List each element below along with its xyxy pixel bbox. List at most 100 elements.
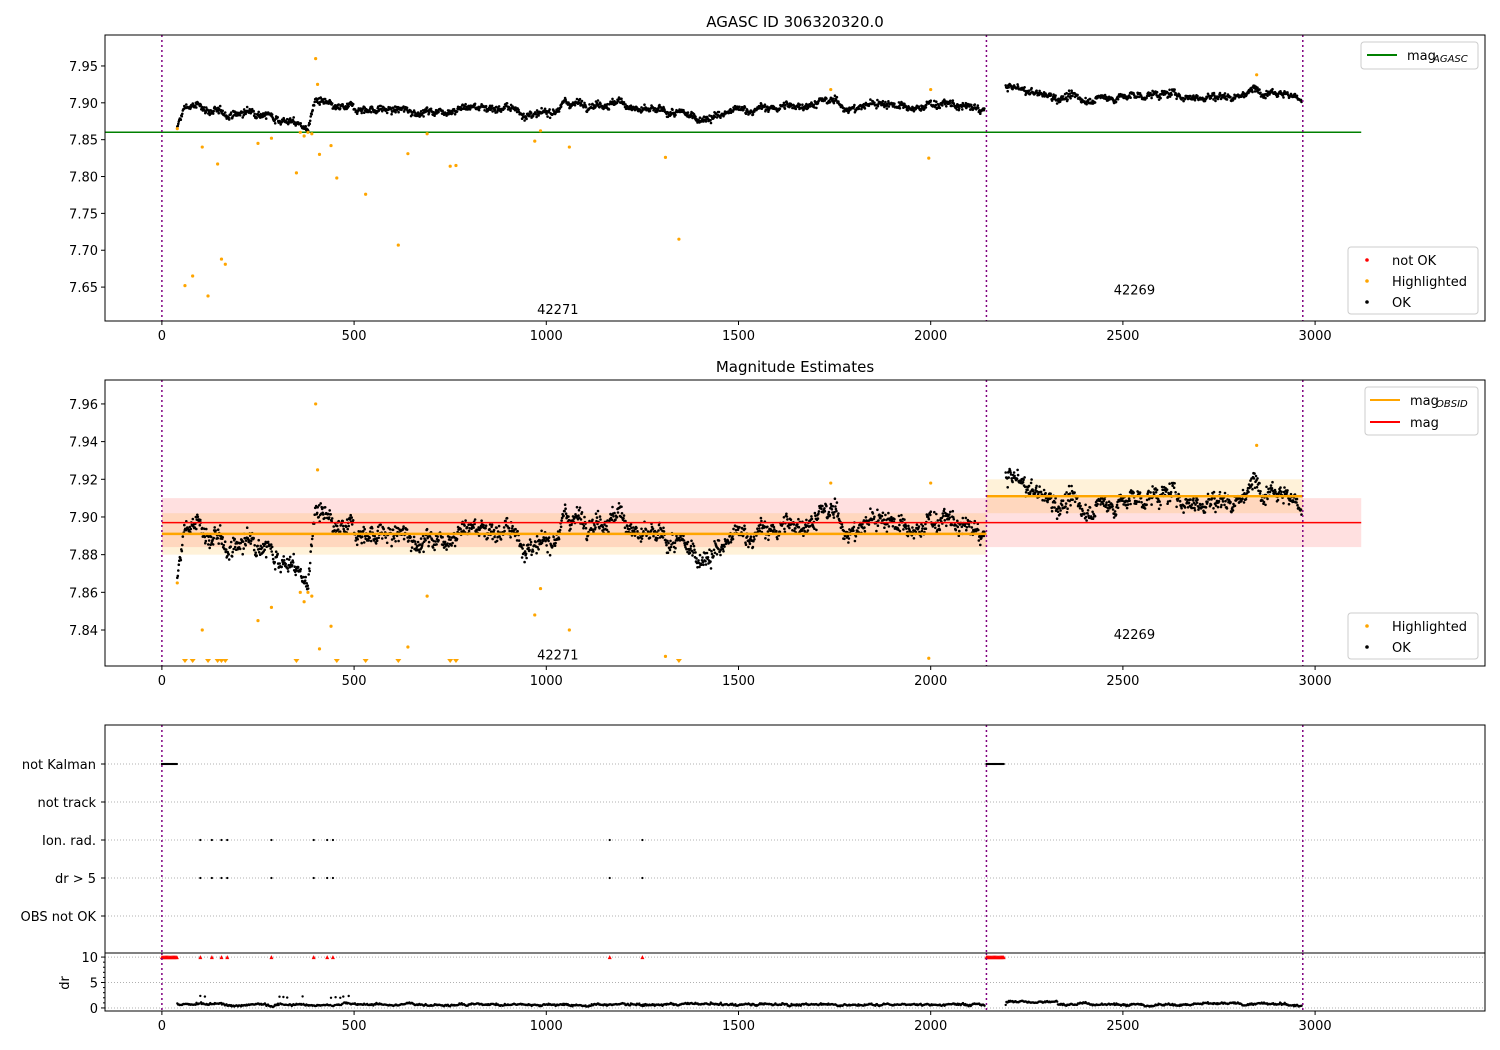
- ok-point: [934, 103, 938, 107]
- ok-point: [543, 107, 547, 111]
- ok-point: [1140, 501, 1143, 504]
- ok-point: [1027, 89, 1031, 92]
- ok-point: [940, 516, 944, 520]
- ok-point: [448, 535, 451, 539]
- ok-point: [648, 536, 652, 539]
- ok-point: [443, 540, 447, 544]
- ok-point: [1254, 474, 1258, 478]
- ok-point: [1145, 503, 1148, 507]
- ok-point: [465, 525, 469, 529]
- ok-point: [380, 537, 384, 540]
- ok-point: [1071, 498, 1074, 502]
- dr-point: [278, 995, 281, 998]
- ok-point: [1195, 501, 1199, 504]
- legend-marker: [1365, 279, 1369, 283]
- ok-point: [815, 106, 818, 110]
- ok-point: [1085, 102, 1088, 106]
- ok-point: [1224, 95, 1227, 98]
- ok-point: [559, 525, 563, 529]
- ok-point: [829, 502, 833, 506]
- ok-point: [279, 123, 283, 126]
- ok-point: [1166, 502, 1169, 506]
- ok-point: [547, 539, 550, 543]
- ok-point: [1101, 502, 1105, 506]
- ok-point: [1170, 93, 1173, 97]
- ok-point: [1151, 485, 1154, 488]
- legend: [1360, 41, 1479, 70]
- ok-point: [1066, 98, 1069, 101]
- ok-point: [694, 551, 697, 554]
- ok-point: [229, 540, 233, 544]
- ok-point: [376, 529, 380, 533]
- ok-point: [1266, 94, 1269, 98]
- ok-point: [746, 535, 749, 538]
- ok-point: [794, 527, 797, 530]
- legend-marker: [1365, 624, 1369, 628]
- ok-point: [788, 526, 791, 530]
- ok-point: [416, 540, 420, 544]
- ok-point: [573, 103, 577, 107]
- ok-point: [732, 527, 735, 531]
- ok-point: [1070, 484, 1073, 488]
- ok-point: [1084, 96, 1087, 100]
- ok-point: [640, 527, 643, 531]
- ok-point: [669, 545, 673, 549]
- ok-point: [497, 105, 501, 108]
- highlighted-point: [448, 164, 452, 168]
- ok-point: [789, 518, 793, 521]
- ok-point: [1160, 485, 1164, 489]
- ok-point: [327, 516, 331, 519]
- ok-point: [647, 107, 650, 111]
- ok-point: [1067, 89, 1071, 92]
- ok-point: [249, 542, 252, 545]
- ok-point: [843, 537, 846, 541]
- ok-point: [673, 541, 677, 545]
- ok-point: [1253, 90, 1257, 93]
- ok-point: [923, 530, 926, 534]
- ok-point: [783, 527, 786, 531]
- dr-gt5-point: [199, 876, 202, 880]
- ok-point: [691, 554, 694, 557]
- ok-point: [422, 115, 425, 118]
- ok-point: [410, 113, 414, 117]
- ok-point: [1138, 491, 1142, 494]
- ok-point: [259, 544, 263, 548]
- ok-point: [255, 554, 258, 557]
- ok-point: [467, 529, 471, 533]
- ok-point: [346, 527, 350, 531]
- ok-point: [738, 525, 741, 529]
- ok-point: [633, 108, 637, 112]
- ok-point: [1091, 510, 1094, 514]
- ok-point: [222, 543, 225, 547]
- ok-point: [431, 546, 435, 549]
- ok-point: [530, 553, 533, 557]
- ok-point: [695, 557, 698, 560]
- highlighted-point: [200, 145, 204, 149]
- ok-point: [906, 534, 910, 538]
- ok-point: [241, 116, 244, 119]
- ok-point: [509, 109, 512, 113]
- ok-point: [605, 524, 608, 528]
- ok-point: [920, 523, 923, 526]
- flag-label: dr > 5: [55, 872, 96, 887]
- ok-point: [177, 122, 180, 126]
- ok-point: [1233, 504, 1237, 508]
- ok-point: [767, 108, 771, 112]
- ok-point: [1220, 503, 1223, 507]
- ok-point: [390, 544, 393, 548]
- ok-point: [697, 559, 700, 562]
- ok-point: [1256, 86, 1259, 89]
- ok-point: [203, 527, 206, 531]
- ok-point: [317, 515, 321, 519]
- ok-point: [864, 516, 868, 519]
- ok-point: [767, 538, 770, 542]
- ok-point: [965, 528, 968, 532]
- ok-point: [1059, 99, 1062, 102]
- ok-point: [731, 535, 734, 538]
- ok-point: [591, 518, 594, 522]
- ok-point: [376, 525, 380, 529]
- ok-point: [743, 524, 746, 528]
- ok-point: [709, 560, 712, 563]
- ok-point: [605, 528, 609, 532]
- ok-point: [335, 524, 339, 528]
